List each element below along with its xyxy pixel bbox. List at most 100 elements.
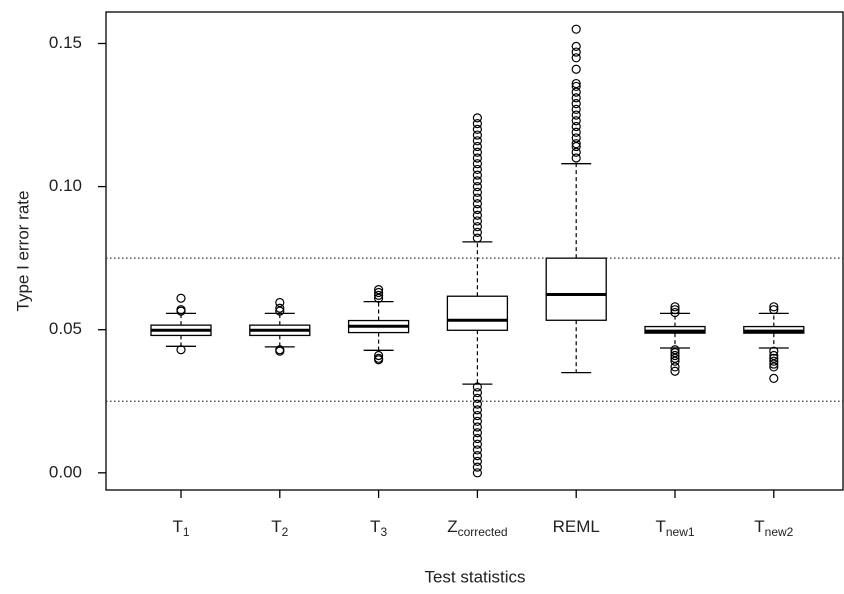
outlier bbox=[670, 302, 680, 312]
outlier bbox=[275, 306, 285, 316]
outlier bbox=[472, 462, 482, 472]
outlier bbox=[472, 159, 482, 169]
outlier bbox=[571, 121, 581, 132]
category-label: T bbox=[655, 517, 665, 536]
outlier bbox=[472, 233, 482, 243]
outlier bbox=[472, 422, 482, 432]
outlier bbox=[374, 293, 384, 303]
outlier bbox=[472, 204, 482, 215]
outlier bbox=[275, 346, 285, 356]
outlier bbox=[472, 216, 482, 226]
outlier bbox=[472, 227, 482, 237]
category-label: T bbox=[754, 517, 764, 536]
outlier bbox=[769, 305, 779, 315]
outlier bbox=[571, 133, 581, 143]
x-axis-title: Test statistics bbox=[424, 567, 525, 586]
outlier bbox=[769, 359, 779, 369]
y-tick-label: 0.10 bbox=[49, 176, 82, 195]
outlier bbox=[472, 388, 482, 398]
x-tick-label: T2 bbox=[271, 517, 288, 539]
outlier bbox=[374, 355, 384, 365]
outlier bbox=[472, 176, 482, 186]
category-label: T bbox=[271, 517, 281, 536]
outlier bbox=[176, 306, 186, 316]
outlier bbox=[571, 139, 581, 149]
y-axis-title: Type I error rate bbox=[13, 191, 32, 312]
outlier bbox=[472, 164, 482, 175]
outlier bbox=[571, 127, 581, 137]
outlier bbox=[472, 393, 482, 404]
outlier bbox=[571, 81, 581, 92]
category-label: Z bbox=[447, 517, 457, 536]
outlier bbox=[571, 64, 581, 74]
x-tick-label: REML bbox=[553, 517, 600, 536]
outlier bbox=[571, 153, 581, 163]
outlier bbox=[176, 293, 186, 303]
y-tick-label: 0.05 bbox=[49, 319, 82, 338]
outlier bbox=[571, 104, 581, 114]
x-tick-label: T1 bbox=[172, 517, 189, 539]
outlier bbox=[472, 136, 482, 146]
outlier bbox=[472, 445, 482, 455]
outlier bbox=[472, 181, 482, 192]
outlier bbox=[472, 187, 482, 197]
outlier bbox=[670, 362, 680, 372]
outlier bbox=[769, 356, 779, 366]
outlier bbox=[275, 303, 285, 313]
outlier bbox=[472, 416, 482, 426]
outlier bbox=[571, 78, 581, 89]
outlier bbox=[472, 130, 482, 140]
category-label: T bbox=[370, 517, 380, 536]
outlier bbox=[769, 362, 779, 372]
outlier bbox=[571, 93, 581, 103]
outlier bbox=[472, 410, 482, 421]
outlier bbox=[571, 24, 581, 34]
outlier bbox=[472, 124, 482, 134]
outlier bbox=[769, 346, 779, 356]
outlier bbox=[472, 405, 482, 415]
category-subscript: 1 bbox=[183, 525, 190, 539]
outlier bbox=[472, 119, 482, 129]
x-tick-label: Tnew2 bbox=[754, 517, 793, 539]
outlier bbox=[769, 373, 779, 383]
y-tick-label: 0.15 bbox=[49, 33, 82, 52]
category-subscript: new1 bbox=[666, 525, 695, 539]
outlier bbox=[472, 141, 482, 152]
outlier bbox=[472, 439, 482, 449]
outlier bbox=[472, 147, 482, 157]
outlier bbox=[472, 468, 482, 478]
outlier bbox=[571, 41, 581, 51]
outlier bbox=[472, 433, 482, 444]
outlier bbox=[670, 350, 680, 361]
outlier bbox=[374, 350, 384, 361]
outlier bbox=[472, 210, 482, 220]
outlier bbox=[670, 307, 680, 318]
outlier bbox=[472, 451, 482, 461]
plot-frame bbox=[105, 11, 844, 491]
outlier bbox=[571, 110, 581, 120]
x-tick-label: Zcorrected bbox=[447, 517, 507, 539]
outlier bbox=[571, 116, 581, 126]
category-label: T bbox=[172, 517, 182, 536]
outlier bbox=[374, 290, 384, 300]
outlier bbox=[472, 199, 482, 209]
box bbox=[446, 295, 509, 331]
outlier bbox=[374, 287, 384, 298]
outlier bbox=[472, 428, 482, 438]
outlier bbox=[472, 193, 482, 203]
outlier bbox=[472, 170, 482, 180]
outlier bbox=[670, 305, 680, 315]
box bbox=[545, 257, 607, 321]
outlier bbox=[571, 98, 581, 109]
outlier bbox=[670, 356, 680, 366]
outlier bbox=[571, 53, 581, 63]
outlier bbox=[176, 345, 186, 355]
category-subscript: 3 bbox=[380, 525, 387, 539]
outlier bbox=[472, 382, 482, 392]
outlier bbox=[472, 399, 482, 409]
outlier bbox=[571, 47, 581, 57]
category-subscript: new2 bbox=[765, 525, 794, 539]
outlier bbox=[472, 113, 482, 123]
category-subscript: corrected bbox=[458, 525, 508, 539]
